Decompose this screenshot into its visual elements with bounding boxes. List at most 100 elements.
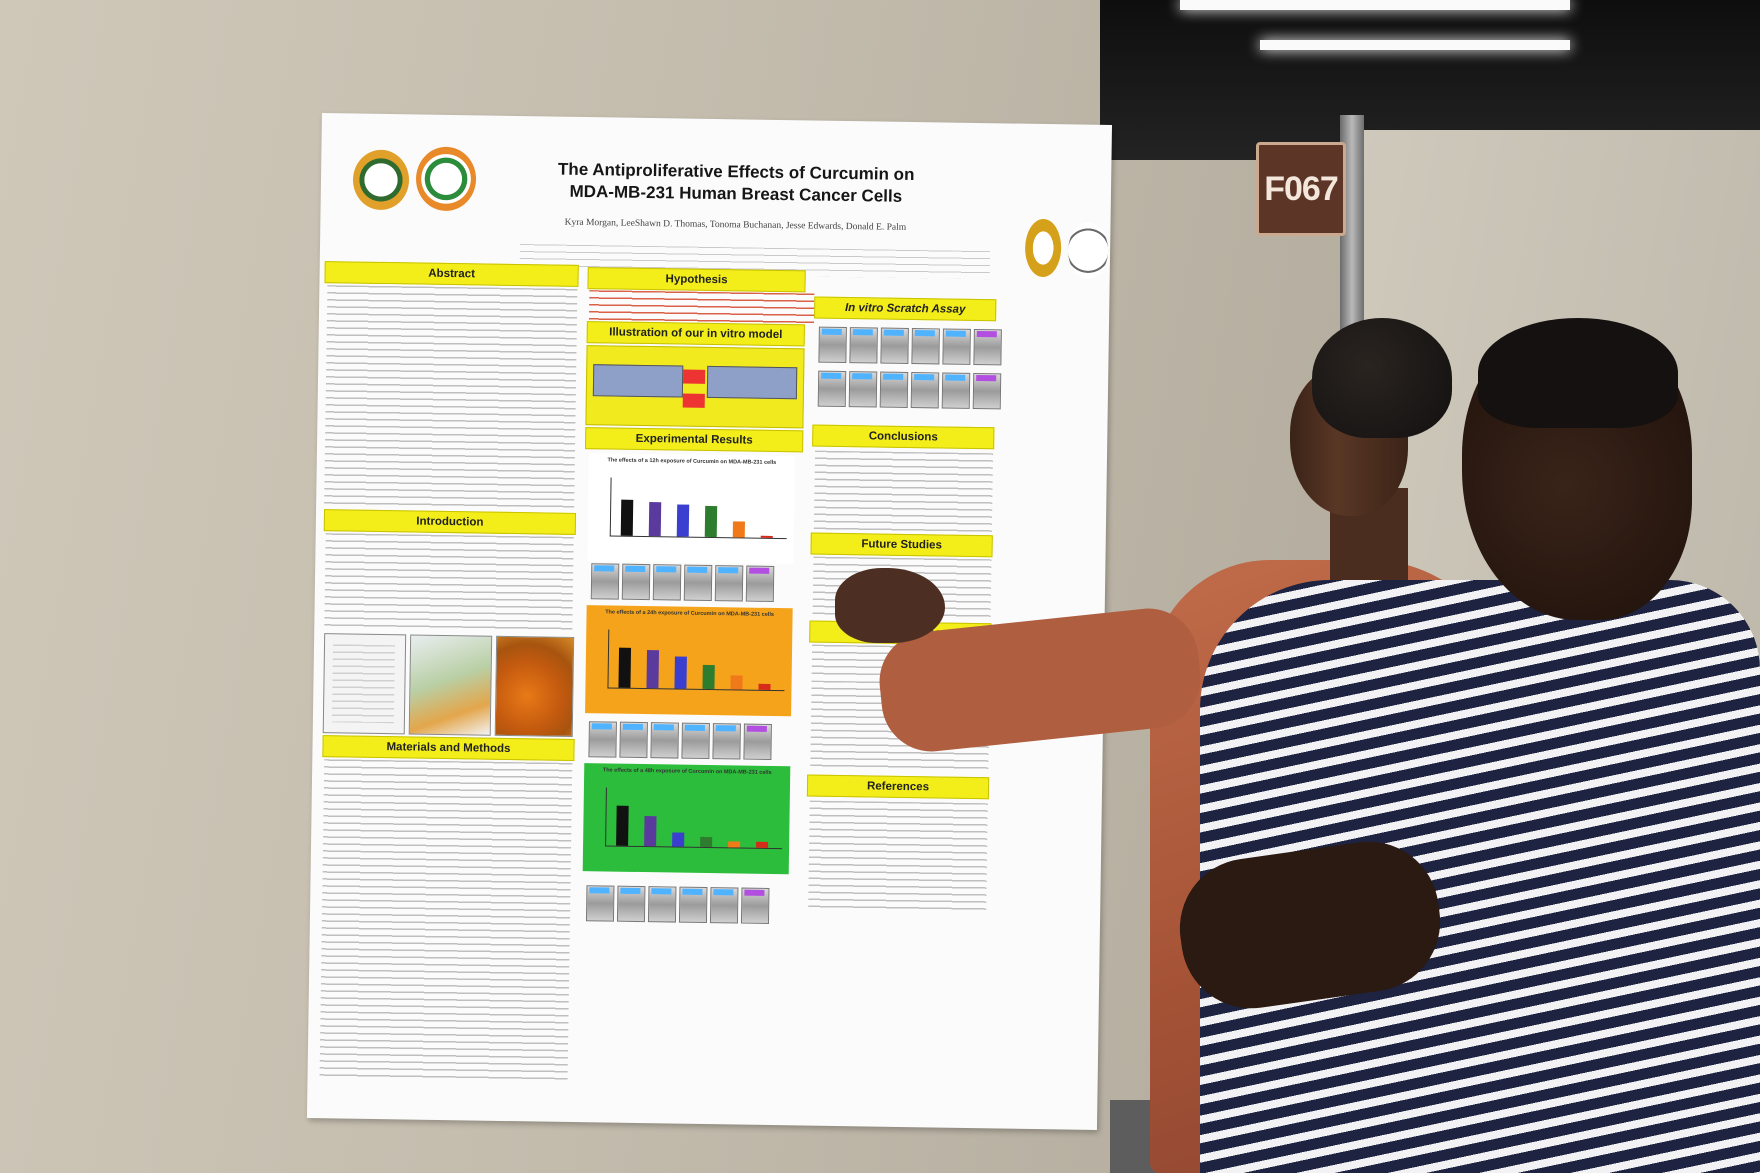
chart-bar	[644, 816, 657, 847]
hypothesis-text	[588, 290, 815, 324]
chart-bar	[700, 836, 713, 848]
micrograph-image	[941, 372, 971, 409]
section-header-illustration: Illustration of our in vitro model	[586, 321, 805, 347]
chart-plot-area	[605, 787, 783, 850]
woman-hand	[835, 568, 945, 643]
micrograph-image	[818, 326, 847, 364]
materials-text	[319, 759, 573, 1083]
micrograph-label	[749, 567, 770, 574]
micrograph-label	[684, 724, 705, 731]
chart-plot-area	[607, 629, 786, 692]
poster-title: The Antiproliferative Effects of Curcumi…	[521, 158, 952, 209]
chart-24h: The effects of a 24h exposure of Curcumi…	[585, 605, 793, 717]
arrow-icon	[683, 369, 706, 384]
micrograph-image	[743, 723, 772, 760]
micrograph-image	[650, 722, 679, 759]
chart-bar	[676, 504, 690, 537]
micrograph-row-12h	[590, 563, 775, 602]
chart-plot-area	[609, 477, 788, 540]
micrograph-image	[590, 563, 620, 600]
micrograph-image	[621, 563, 651, 601]
micrograph-label	[976, 331, 997, 338]
curcumin-structure-diagram	[322, 633, 407, 735]
cell-membrane-graphic	[592, 364, 684, 398]
turmeric-root-photo	[494, 635, 575, 737]
chart-bar	[674, 656, 687, 689]
research-poster: The Antiproliferative Effects of Curcumi…	[306, 113, 1112, 1131]
micrograph-label	[914, 330, 935, 337]
micrograph-image	[942, 328, 971, 365]
micrograph-image	[647, 886, 677, 923]
section-header-materials: Materials and Methods	[322, 735, 575, 761]
chart-bar	[620, 499, 634, 536]
chart-title: The effects of a 12h exposure of Curcumi…	[607, 457, 777, 466]
micrograph-label	[715, 725, 736, 732]
chart-bar	[672, 832, 685, 847]
micrograph-image	[740, 887, 770, 924]
chart-bar	[760, 535, 773, 538]
micrograph-image	[709, 887, 739, 924]
chemical-structures	[331, 644, 396, 724]
micrograph-image	[910, 372, 940, 409]
micrograph-row-48h	[585, 885, 770, 924]
section-header-abstract: Abstract	[324, 261, 579, 287]
micrograph-image	[849, 327, 878, 364]
micrograph-label	[883, 329, 904, 336]
micrograph-image	[585, 885, 615, 922]
micrograph-label	[656, 566, 677, 573]
section-header-results: Experimental Results	[585, 427, 804, 453]
chart-bar	[648, 502, 662, 537]
micrograph-image	[972, 372, 1002, 410]
micrograph-label	[620, 887, 641, 895]
micrograph-label	[852, 373, 873, 380]
conclusions-text	[813, 450, 994, 534]
micrograph-label	[589, 887, 610, 894]
chart-bar	[756, 841, 769, 848]
micrograph-image	[619, 721, 648, 759]
scratch-assay-row	[817, 370, 1002, 410]
chart-bar	[728, 841, 741, 848]
turmeric-plant-photo	[408, 634, 493, 736]
micrograph-label	[746, 725, 767, 732]
chart-bar	[704, 505, 718, 538]
chart-48h: The effects of a 48h exposure of Curcumi…	[582, 763, 791, 875]
man-hair	[1478, 318, 1678, 428]
arrow-icon	[682, 393, 705, 408]
scratch-assay-row	[818, 326, 1002, 366]
micrograph-label	[744, 889, 765, 896]
micrograph-image	[714, 565, 744, 602]
section-header-hypothesis: Hypothesis	[587, 267, 806, 293]
section-header-future: Future Studies	[810, 532, 993, 558]
abstract-text	[324, 285, 578, 509]
micrograph-label	[883, 373, 904, 380]
chart-bar	[758, 683, 771, 690]
section-header-introduction: Introduction	[323, 509, 577, 535]
micrograph-image	[817, 370, 847, 408]
college-seal-logo	[415, 146, 477, 212]
woman-hair	[1312, 318, 1452, 438]
micrograph-image	[712, 723, 741, 760]
micrograph-image	[652, 564, 682, 601]
ceiling-light	[1180, 0, 1570, 10]
micrograph-label	[945, 330, 966, 337]
micrograph-label	[622, 723, 643, 731]
micrograph-label	[821, 328, 842, 335]
micrograph-label	[976, 375, 997, 382]
college-seal-logo	[1024, 218, 1062, 278]
micrograph-label	[821, 372, 842, 379]
chart-12h: The effects of a 12h exposure of Curcumi…	[587, 453, 795, 565]
micrograph-image	[683, 564, 713, 602]
ceiling-light	[1260, 40, 1570, 50]
micrograph-label	[591, 723, 612, 730]
micrograph-label	[945, 374, 966, 381]
poster-authors: Kyra Morgan, LeeShawn D. Thomas, Tonoma …	[564, 217, 907, 233]
chart-bar	[616, 805, 629, 846]
cell-membrane-graphic	[706, 365, 798, 400]
section-header-references: References	[806, 774, 990, 800]
micrograph-image	[745, 565, 775, 602]
chart-bar	[646, 650, 660, 689]
micrograph-image	[879, 371, 909, 408]
micrograph-label	[682, 888, 703, 895]
chart-bar	[702, 664, 715, 690]
